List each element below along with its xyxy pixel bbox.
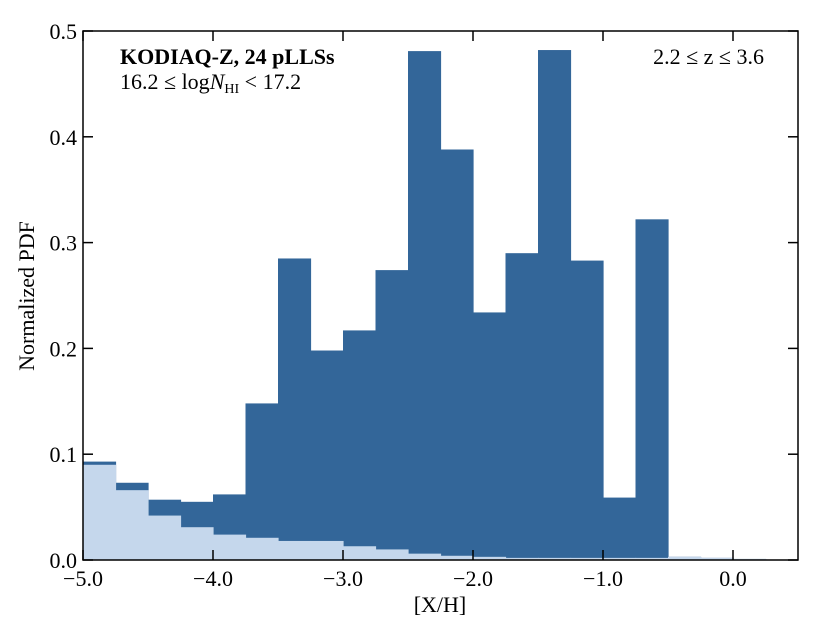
histogram-bar: [310, 350, 344, 560]
histogram-bar: [83, 464, 117, 560]
y-tick-label: 0.2: [50, 336, 78, 361]
histogram-bar: [245, 537, 279, 560]
histogram-bar: [375, 549, 409, 560]
histogram-bar: [343, 330, 377, 560]
annotation-column: 16.2 ≤ logNHI < 17.2: [120, 69, 301, 97]
y-axis-label: Normalized PDF: [14, 221, 39, 371]
histogram-bar: [603, 557, 637, 560]
x-tick-label: 0.0: [719, 566, 747, 591]
histogram-bar: [473, 312, 507, 560]
histogram-bar: [538, 50, 572, 560]
y-tick-label: 0.4: [50, 125, 78, 150]
x-tick-label: −1.0: [583, 566, 623, 591]
annotation-redshift: 2.2 ≤ z ≤ 3.6: [653, 44, 764, 69]
histogram-bar: [148, 515, 182, 560]
histogram-bar: [440, 555, 474, 560]
annotation-part: 16.2 ≤ log: [120, 69, 210, 94]
histogram-bar: [570, 260, 604, 560]
x-tick-label: −5.0: [63, 566, 103, 591]
annotation-part: N: [209, 69, 226, 94]
plot-frame: [82, 30, 799, 561]
histogram-bar: [245, 403, 279, 560]
histogram-bar: [603, 497, 637, 560]
histogram-bar: [440, 149, 474, 560]
histogram-bar: [408, 553, 442, 560]
histogram-bar: [180, 527, 214, 560]
annotation-part: HI: [224, 82, 239, 97]
histogram-bar: [538, 557, 572, 560]
histogram-bar: [473, 556, 507, 560]
x-axis-label: [X/H]: [414, 592, 467, 617]
histogram-bar: [213, 534, 247, 560]
histogram-bar: [700, 557, 734, 560]
y-tick-label: 0.0: [50, 548, 78, 573]
histogram-bar: [278, 540, 312, 560]
x-tick-label: −2.0: [453, 566, 493, 591]
histogram-bar: [408, 51, 442, 561]
x-tick-label: −4.0: [193, 566, 233, 591]
y-tick-label: 0.5: [50, 19, 78, 44]
histogram-bar: [115, 490, 149, 560]
histogram-bar: [278, 258, 312, 560]
y-tick-label: 0.3: [50, 231, 78, 256]
x-tick-label: −3.0: [323, 566, 363, 591]
histogram-bar: [635, 219, 669, 560]
histogram-bar: [375, 270, 409, 560]
annotation-part: < 17.2: [239, 69, 301, 94]
y-tick-label: 0.1: [50, 442, 78, 467]
histogram-bar: [668, 556, 702, 560]
histogram-bar: [635, 557, 669, 560]
annotation-sample: KODIAQ-Z, 24 pLLSs: [120, 44, 335, 69]
histogram-bar: [310, 540, 344, 560]
histogram-bar: [505, 557, 539, 560]
histogram-bar: [505, 253, 539, 560]
histogram-bar: [570, 557, 604, 560]
histogram-bar: [343, 546, 377, 560]
